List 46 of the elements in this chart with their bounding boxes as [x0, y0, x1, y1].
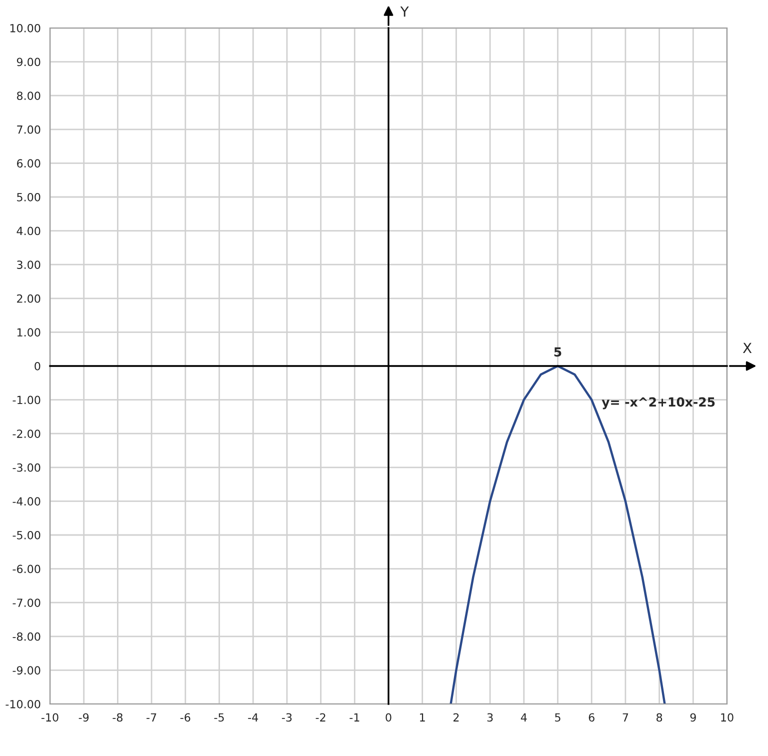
x-tick-label: 9: [690, 713, 696, 722]
x-tick-label: 6: [588, 713, 594, 722]
x-tick-label: -2: [316, 713, 326, 722]
y-tick-label: 10.00: [10, 24, 40, 32]
x-axis-title: X: [742, 342, 752, 353]
y-tick-label: 2.00: [17, 294, 40, 303]
x-tick-label: -1: [350, 713, 360, 722]
x-tick-label: -6: [180, 713, 190, 722]
y-tick-label: 7.00: [17, 125, 40, 134]
y-tick-label: -10.00: [6, 700, 40, 708]
x-tick-label: 1: [420, 713, 425, 722]
x-tick-label: -3: [282, 713, 292, 722]
x-tick-label: 4: [520, 713, 527, 722]
y-tick-label: -4.00: [12, 497, 40, 506]
x-tick-label: 7: [622, 713, 628, 722]
x-tick-label: 10: [721, 713, 734, 722]
x-tick-label: -4: [248, 713, 258, 722]
x-tick-label: 0: [386, 713, 392, 722]
y-tick-label: 8.00: [16, 92, 40, 100]
x-tick-label: -8: [112, 713, 122, 722]
y-tick-label: 9.00: [16, 58, 40, 66]
annotation: y= -x^2+10x-25: [602, 397, 715, 410]
x-tick-label: 2: [453, 713, 459, 722]
x-tick-label: -7: [146, 713, 156, 722]
y-tick-label: 3.00: [17, 260, 40, 269]
y-tick-label: -6.00: [12, 564, 40, 574]
x-tick-label: 3: [487, 713, 493, 722]
y-tick-label: -5.00: [12, 530, 40, 540]
x-tick-label: 5: [555, 713, 560, 722]
y-tick-label: -8.00: [12, 632, 40, 641]
x-tick-label: 8: [656, 713, 662, 722]
y-tick-label: -9.00: [12, 666, 40, 675]
x-tick-label: -5: [214, 713, 224, 722]
y-axis-title: Y: [400, 6, 409, 17]
y-tick-label: 1.00: [17, 328, 40, 337]
y-tick-label: 4.00: [16, 226, 40, 236]
x-tick-label: -9: [78, 713, 89, 722]
annotation: 5: [554, 347, 562, 357]
y-tick-label: 6.00: [17, 159, 40, 168]
y-tick-label: -3.00: [12, 463, 40, 472]
y-tick-label: 5.00: [17, 192, 40, 202]
y-tick-label: 0: [34, 362, 40, 370]
y-tick-label: -7.00: [12, 598, 40, 607]
x-tick-label: -10: [41, 713, 58, 722]
y-tick-label: -1.00: [12, 396, 40, 404]
y-tick-label: -2.00: [12, 430, 40, 438]
